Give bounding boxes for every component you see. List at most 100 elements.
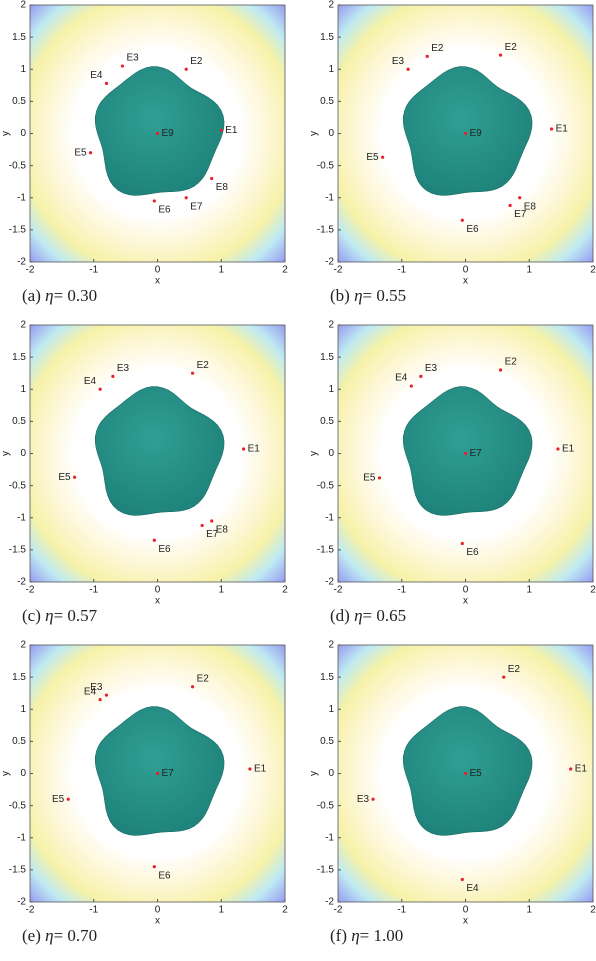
equilibrium-point [156,772,159,775]
equilibrium-point [191,372,194,375]
x-axis-label: x [463,596,468,607]
equilibrium-point [461,542,464,545]
caption-label: (d) [330,606,350,625]
y-tick-label: -1 [17,832,26,843]
point-label: E4 [84,376,97,387]
y-tick-label: 1 [20,704,26,715]
y-tick-label: 2 [20,0,26,11]
point-label: E3 [126,53,139,64]
y-tick-label: -2 [325,577,334,588]
point-label: E2 [505,357,518,368]
equilibrium-point [464,132,467,135]
x-tick-label: 1 [526,585,532,596]
equilibrium-point [121,64,124,67]
caption-symbol: η [45,926,53,945]
x-tick-label: -1 [89,585,98,596]
y-tick-label: 2 [328,320,334,331]
equilibrium-point [248,767,251,770]
x-tick-label: 1 [526,265,532,276]
x-axis-label: x [155,276,160,287]
equilibrium-point [105,82,108,85]
x-tick-label: -1 [89,265,98,276]
point-label: E6 [158,544,171,555]
point-label: E5 [470,768,483,779]
point-label: E4 [84,686,97,697]
y-tick-label: 1.5 [320,32,334,43]
caption-label: (e) [22,926,41,945]
equilibrium-point [461,878,464,881]
x-tick-label: -2 [26,905,35,916]
equilibrium-point [210,519,213,522]
y-tick-label: -2 [325,897,334,908]
y-tick-label: -1 [325,192,334,203]
x-tick-label: 0 [463,905,469,916]
y-tick-label: 0 [328,128,334,139]
equilibrium-point [99,698,102,701]
point-label: E2 [197,360,210,371]
y-tick-label: 0.5 [12,96,26,107]
equilibrium-point [156,132,159,135]
x-tick-label: -2 [334,265,343,276]
point-label: E2 [197,673,210,684]
point-label: E1 [254,764,267,775]
y-tick-label: -2 [17,577,26,588]
point-label: E2 [505,42,518,53]
y-tick-label: 1 [328,64,334,75]
equilibrium-point [499,368,502,371]
equilibrium-point [410,384,413,387]
point-label: E7 [162,768,175,779]
equilibrium-point [569,767,572,770]
x-tick-label: 2 [590,905,596,916]
y-tick-label: -1.5 [317,545,335,556]
point-label: E1 [248,444,261,455]
equilibrium-point [426,55,429,58]
y-tick-label: 0 [20,128,26,139]
y-tick-label: -2 [17,897,26,908]
equilibrium-point [371,798,374,801]
y-tick-label: -1.5 [9,225,27,236]
equilibrium-point [111,375,114,378]
y-tick-label: 0 [20,768,26,779]
equilibrium-point [378,476,381,479]
caption-label: (b) [330,286,350,305]
x-tick-label: 2 [590,585,596,596]
equilibrium-point [242,447,245,450]
y-tick-label: 0.5 [12,416,26,427]
y-tick-label: 0 [328,448,334,459]
equilibrium-point [185,196,188,199]
point-label: E4 [466,883,479,894]
equilibrium-point [499,54,502,57]
point-label: E2 [190,56,203,67]
y-axis-label: y [1,131,12,136]
point-label: E3 [117,363,130,374]
x-tick-label: 2 [282,585,288,596]
y-tick-label: -0.5 [317,800,335,811]
y-tick-label: 1 [20,64,26,75]
caption: (d) η= 0.65 [330,606,406,625]
point-label: E8 [524,201,537,212]
x-axis-label: x [463,276,468,287]
y-tick-label: 1.5 [12,32,26,43]
x-tick-label: 1 [526,905,532,916]
point-label: E2 [431,43,444,54]
point-label: E2 [508,664,521,675]
point-label: E4 [90,70,103,81]
x-tick-label: 1 [218,265,224,276]
caption: (f) η= 1.00 [330,926,403,945]
caption-value: = 0.55 [363,286,407,305]
y-tick-label: -1.5 [317,865,335,876]
x-tick-label: -1 [397,585,406,596]
equilibrium-point [509,204,512,207]
point-label: E8 [216,182,229,193]
y-tick-label: 2 [20,640,26,651]
x-tick-label: 2 [282,265,288,276]
equilibrium-point [185,68,188,71]
point-label: E3 [392,56,405,67]
point-label: E1 [562,444,575,455]
x-tick-label: 1 [218,585,224,596]
y-tick-label: 1.5 [320,352,334,363]
x-tick-label: 0 [463,265,469,276]
y-tick-label: -1 [17,192,26,203]
y-axis-label: y [309,131,320,136]
x-tick-label: -2 [26,265,35,276]
